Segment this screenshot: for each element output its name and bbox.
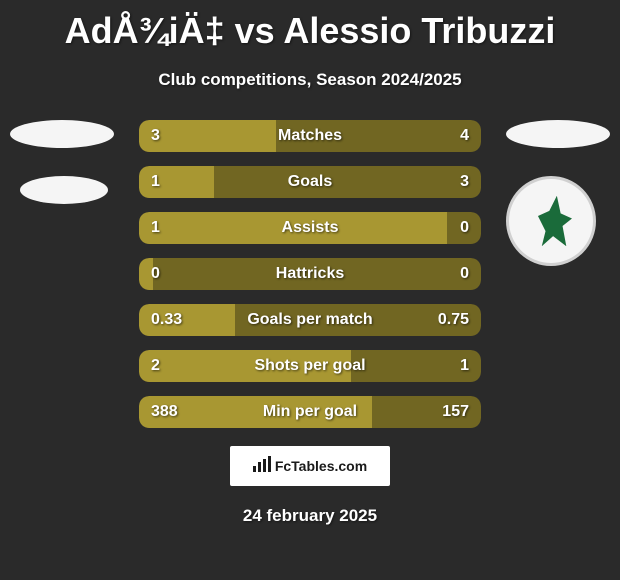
stat-label: Matches (278, 127, 342, 145)
avellino-logo-icon (506, 176, 596, 266)
stat-left-value: 2 (151, 357, 160, 375)
stat-right-value: 0 (460, 265, 469, 283)
stat-bar-row: 1 0 Assists (139, 212, 481, 244)
stat-bar-row: 3 4 Matches (139, 120, 481, 152)
stat-bar-row: 0 0 Hattricks (139, 258, 481, 290)
stat-left-value: 1 (151, 219, 160, 237)
stat-right-value: 157 (442, 403, 469, 421)
fctables-badge[interactable]: FcTables.com (230, 446, 390, 486)
stat-label: Assists (282, 219, 339, 237)
footer-date: 24 february 2025 (0, 506, 620, 526)
stat-right-value: 0 (460, 219, 469, 237)
stat-bar-row: 1 3 Goals (139, 166, 481, 198)
team-logo-placeholder-icon (10, 120, 114, 148)
stat-right-value: 3 (460, 173, 469, 191)
subtitle: Club competitions, Season 2024/2025 (0, 70, 620, 90)
stat-right-value: 1 (460, 357, 469, 375)
team-logo-placeholder-icon (506, 120, 610, 148)
stat-bar-row: 0.33 0.75 Goals per match (139, 304, 481, 336)
stat-left-value: 0.33 (151, 311, 182, 329)
stat-left-value: 3 (151, 127, 160, 145)
page-title: AdÅ¾iÄ‡ vs Alessio Tribuzzi (0, 0, 620, 52)
team-logo-placeholder-icon (20, 176, 108, 204)
stat-right-value: 0.75 (438, 311, 469, 329)
stat-label: Hattricks (276, 265, 344, 283)
stat-bar-row: 2 1 Shots per goal (139, 350, 481, 382)
stat-label: Shots per goal (254, 357, 365, 375)
stat-bar-row: 388 157 Min per goal (139, 396, 481, 428)
stat-bars: 3 4 Matches 1 3 Goals 1 0 Assists 0 0 Hattricks 0.33… (139, 120, 481, 428)
comparison-content: 3 4 Matches 1 3 Goals 1 0 Assists 0 0 Hattricks 0.33… (0, 120, 620, 428)
right-team-logos (506, 120, 610, 266)
stat-left-value: 1 (151, 173, 160, 191)
stat-left-value: 0 (151, 265, 160, 283)
stat-left-value: 388 (151, 403, 178, 421)
stat-label: Goals per match (247, 311, 372, 329)
brand-text: FcTables.com (275, 458, 367, 474)
chart-icon (253, 456, 271, 477)
stat-right-value: 4 (460, 127, 469, 145)
left-team-logos (10, 120, 114, 232)
stat-bar-right-fill (214, 166, 481, 198)
stat-label: Min per goal (263, 403, 357, 421)
stat-label: Goals (288, 173, 332, 191)
